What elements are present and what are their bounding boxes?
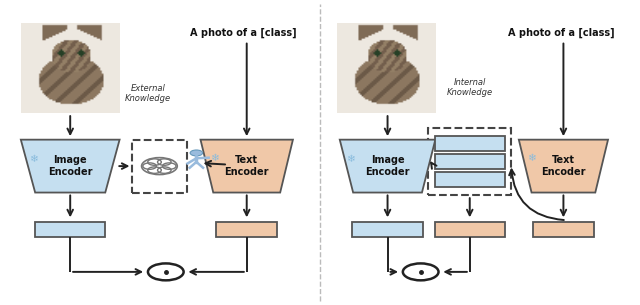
FancyBboxPatch shape bbox=[428, 128, 511, 195]
FancyBboxPatch shape bbox=[353, 222, 422, 237]
Polygon shape bbox=[519, 140, 608, 192]
Text: Image
Encoder: Image Encoder bbox=[48, 155, 92, 177]
Text: ❄: ❄ bbox=[29, 153, 38, 163]
FancyBboxPatch shape bbox=[216, 222, 277, 237]
FancyBboxPatch shape bbox=[435, 222, 505, 237]
Text: ❄: ❄ bbox=[211, 153, 220, 163]
FancyBboxPatch shape bbox=[132, 140, 186, 192]
Text: Text
Encoder: Text Encoder bbox=[541, 155, 586, 177]
Text: External
Knowledge: External Knowledge bbox=[125, 84, 171, 103]
Polygon shape bbox=[340, 140, 435, 192]
Text: A photo of a [class]: A photo of a [class] bbox=[190, 28, 297, 38]
FancyBboxPatch shape bbox=[435, 154, 505, 169]
Text: Internal
Knowledge: Internal Knowledge bbox=[447, 78, 493, 97]
Circle shape bbox=[190, 150, 203, 156]
Text: A photo of a [class]: A photo of a [class] bbox=[508, 28, 614, 38]
Text: Image
Encoder: Image Encoder bbox=[365, 155, 410, 177]
Polygon shape bbox=[200, 140, 293, 192]
FancyBboxPatch shape bbox=[35, 222, 105, 237]
FancyBboxPatch shape bbox=[533, 222, 594, 237]
Text: ❄: ❄ bbox=[346, 153, 355, 163]
Text: Text
Encoder: Text Encoder bbox=[225, 155, 269, 177]
FancyBboxPatch shape bbox=[435, 136, 505, 151]
FancyBboxPatch shape bbox=[435, 172, 505, 187]
Polygon shape bbox=[21, 140, 120, 192]
Text: ❄: ❄ bbox=[527, 153, 536, 163]
